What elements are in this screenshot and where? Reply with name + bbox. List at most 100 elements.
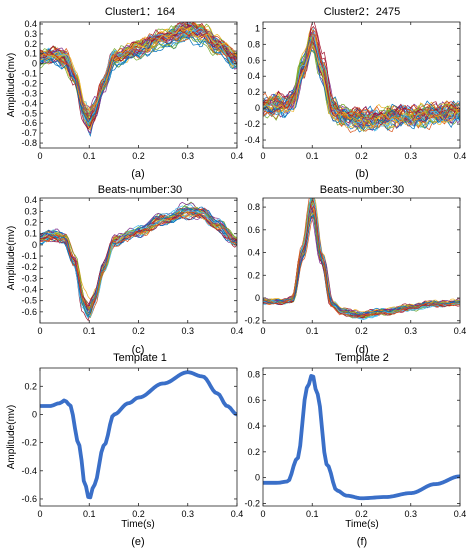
axes-box — [39, 367, 238, 507]
series-group — [40, 22, 237, 137]
beat-trace — [263, 49, 460, 131]
y-tick-label: -0.5 — [21, 296, 37, 306]
panel-title: Cluster2：2475 — [324, 6, 400, 18]
y-tick-label: -0.6 — [21, 307, 37, 317]
beat-trace — [40, 26, 237, 112]
x-tick-label: 0.3 — [181, 326, 194, 336]
beat-trace — [40, 33, 237, 119]
y-tick-label: -0.2 — [21, 438, 37, 448]
beat-trace — [40, 29, 237, 111]
x-tick-label: 0.1 — [83, 326, 96, 336]
series-group — [263, 22, 460, 133]
beat-trace — [40, 214, 237, 307]
x-tick-label: 0.3 — [404, 509, 417, 519]
beat-trace — [40, 208, 237, 314]
beat-trace — [40, 210, 237, 309]
beat-trace — [263, 198, 460, 319]
subplot-label: (b) — [355, 168, 368, 180]
y-tick-label: -0.3 — [21, 273, 37, 283]
subplot-label: (e) — [131, 536, 144, 548]
y-tick-label: -0.4 — [21, 285, 37, 295]
beat-trace — [40, 201, 237, 318]
y-tick-label: -0.8 — [21, 138, 37, 148]
series-group — [263, 198, 460, 320]
x-tick-label: 0.3 — [404, 151, 417, 161]
x-axis-label: Time(s) — [345, 519, 379, 530]
y-tick-label: 0.8 — [247, 202, 260, 212]
x-tick-label: 0.1 — [83, 509, 96, 519]
subplot-label: (f) — [357, 536, 367, 548]
x-tick-label: 0.1 — [306, 151, 319, 161]
x-tick-label: 0.4 — [454, 326, 467, 336]
x-tick-label: 0.2 — [355, 509, 368, 519]
beat-trace — [40, 26, 237, 125]
series-group — [263, 374, 460, 501]
beat-trace — [263, 36, 460, 126]
y-tick-label: 0.2 — [247, 447, 260, 457]
beat-trace — [40, 207, 237, 308]
x-tick-label: 0.2 — [132, 151, 145, 161]
y-tick-label: 0.1 — [24, 49, 37, 59]
x-tick-label: 0.4 — [231, 151, 244, 161]
x-tick-label: 0.2 — [355, 326, 368, 336]
panel-d: Beats-number:30 0 0.1 0.2 0.3 0.4 0.8 0.6 0.4 0.… — [244, 184, 466, 356]
plot-area: 0 0.1 0.2 0.3 0.4 0.2 0 -0.2 -0.4 -0.6 — [21, 367, 244, 519]
y-tick-label: 0.8 — [247, 39, 260, 49]
panel-a: Cluster1：164 Amplitude(mv) 0 0.1 0.2 0.3 0.4… — [6, 6, 243, 180]
beat-trace — [263, 34, 460, 121]
beat-trace — [40, 211, 237, 309]
plot-area: 0 0.1 0.2 0.3 0.40.80.60.40.20-0.2 — [244, 367, 466, 519]
y-tick-label: 0.6 — [247, 395, 260, 405]
y-axis-label: Amplitude(mv) — [6, 226, 17, 290]
y-tick-label: 0.4 — [24, 195, 37, 205]
y-tick-label: -0.1 — [21, 251, 37, 261]
y-tick-label: -0.2 — [21, 79, 37, 89]
beat-trace — [40, 209, 237, 319]
y-tick-label: -0.4 — [21, 98, 37, 108]
plot-area: 0 0.1 0.2 0.3 0.40.80.60.40.20-0.2 — [244, 197, 467, 336]
y-tick-label: 0.2 — [24, 39, 37, 49]
plot-area: 0 0.1 0.2 0.3 0.40.40.30.20.10-0.1-0.2-0.3-0… — [21, 195, 243, 336]
x-tick-label: 0.1 — [306, 509, 319, 519]
y-tick-label: 0 — [255, 293, 260, 303]
x-tick-label: 0 — [37, 326, 42, 336]
y-tick-label: -0.2 — [244, 498, 260, 508]
x-tick-label: 0.3 — [181, 509, 194, 519]
y-tick-label: 0.2 — [24, 218, 37, 228]
beat-trace — [40, 35, 237, 123]
panel-title: Cluster1：164 — [105, 6, 175, 18]
x-tick-label: 0.1 — [83, 151, 96, 161]
beat-trace — [40, 26, 237, 124]
panel-f: Template 2 0 0.1 0.2 0.3 0.40.80.60.40.20-0.… — [244, 352, 466, 548]
beat-trace — [40, 29, 237, 131]
x-tick-label: 0.2 — [355, 151, 368, 161]
y-tick-label: -0.6 — [21, 494, 37, 504]
beat-trace — [40, 209, 237, 318]
y-tick-label: 0.3 — [24, 206, 37, 216]
template-line — [40, 370, 237, 500]
panel-e: Template 1 Amplitude(mv) 0 0.1 0.2 0.3 0.4 0.… — [6, 352, 243, 548]
x-tick-label: 0.3 — [404, 326, 417, 336]
y-tick-label: -0.7 — [21, 128, 37, 138]
x-tick-label: 0.2 — [132, 509, 145, 519]
x-tick-label: 0.4 — [231, 509, 244, 519]
y-tick-label: 0.8 — [247, 369, 260, 379]
x-tick-label: 0 — [37, 509, 42, 519]
y-tick-label: -0.5 — [21, 108, 37, 118]
x-tick-label: 0.4 — [231, 326, 244, 336]
subplot-label: (d) — [355, 344, 368, 356]
y-tick-label: -0.1 — [21, 69, 37, 79]
y-tick-label: 0.6 — [247, 55, 260, 65]
y-tick-label: 0.4 — [247, 421, 260, 431]
y-tick-label: 0 — [32, 240, 37, 250]
y-tick-label: -0.2 — [244, 316, 260, 326]
x-tick-label: 0.4 — [454, 151, 467, 161]
y-tick-label: 0.2 — [247, 87, 260, 97]
axes-box — [262, 21, 461, 149]
y-axis-label: Amplitude(mv) — [6, 53, 17, 117]
y-tick-label: -0.3 — [21, 88, 37, 98]
subplot-label: (c) — [132, 344, 145, 356]
y-tick-label: 0.1 — [24, 229, 37, 239]
beat-trace — [263, 43, 460, 122]
